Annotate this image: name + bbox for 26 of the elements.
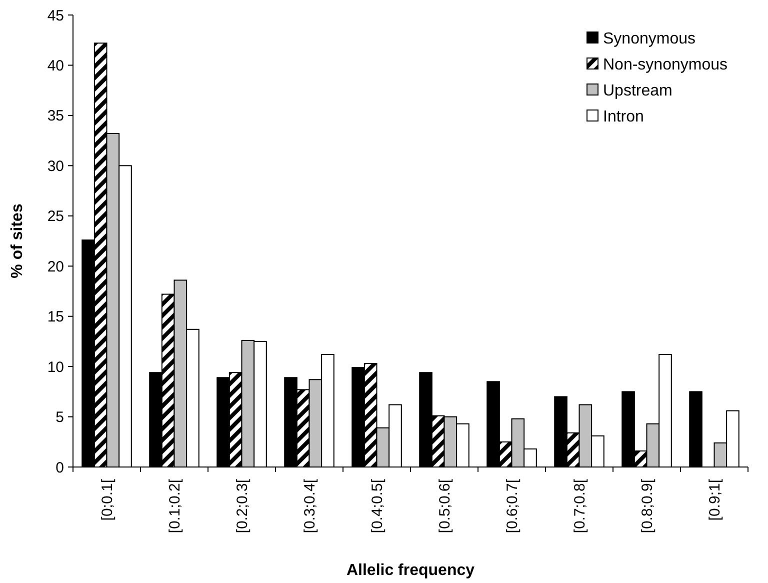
legend-label: Synonymous [603, 30, 696, 48]
y-axis-title: % of sites [9, 204, 26, 278]
x-tick-label: [0.9;1[ [706, 478, 724, 521]
y-tick-label: 15 [47, 308, 64, 326]
x-tick-label: [0;0.1[ [99, 478, 116, 521]
legend-label: Intron [603, 108, 644, 126]
x-tick-label: [0.2;0.3[ [234, 478, 251, 534]
y-tick-label: 40 [47, 57, 64, 74]
y-tick-label: 20 [47, 258, 64, 276]
y-tick-label: 25 [47, 208, 64, 226]
legend-label: Upstream [603, 82, 672, 100]
x-tick-label: [0.8;0.9[ [639, 478, 656, 534]
legend-label: Non-synonymous [603, 56, 728, 74]
x-tick-label: [0.6;0.7[ [504, 478, 521, 534]
x-tick-label: [0.5;0.6[ [436, 478, 454, 534]
y-tick-label: 0 [56, 459, 64, 476]
y-tick-label: 45 [47, 7, 64, 24]
y-tick-label: 30 [47, 158, 64, 175]
x-tick-label: [0.7;0.8[ [572, 478, 588, 534]
y-tick-label: 10 [47, 358, 64, 376]
x-tick-label: [0.4;0.5[ [369, 478, 386, 534]
x-axis-title: Allelic frequency [346, 562, 475, 579]
y-tick-label: 35 [47, 108, 64, 125]
x-tick-label: [0.3;0.4[ [302, 478, 318, 534]
y-tick-label: 5 [56, 409, 64, 426]
x-tick-label: [0.1;0.2[ [166, 478, 184, 534]
